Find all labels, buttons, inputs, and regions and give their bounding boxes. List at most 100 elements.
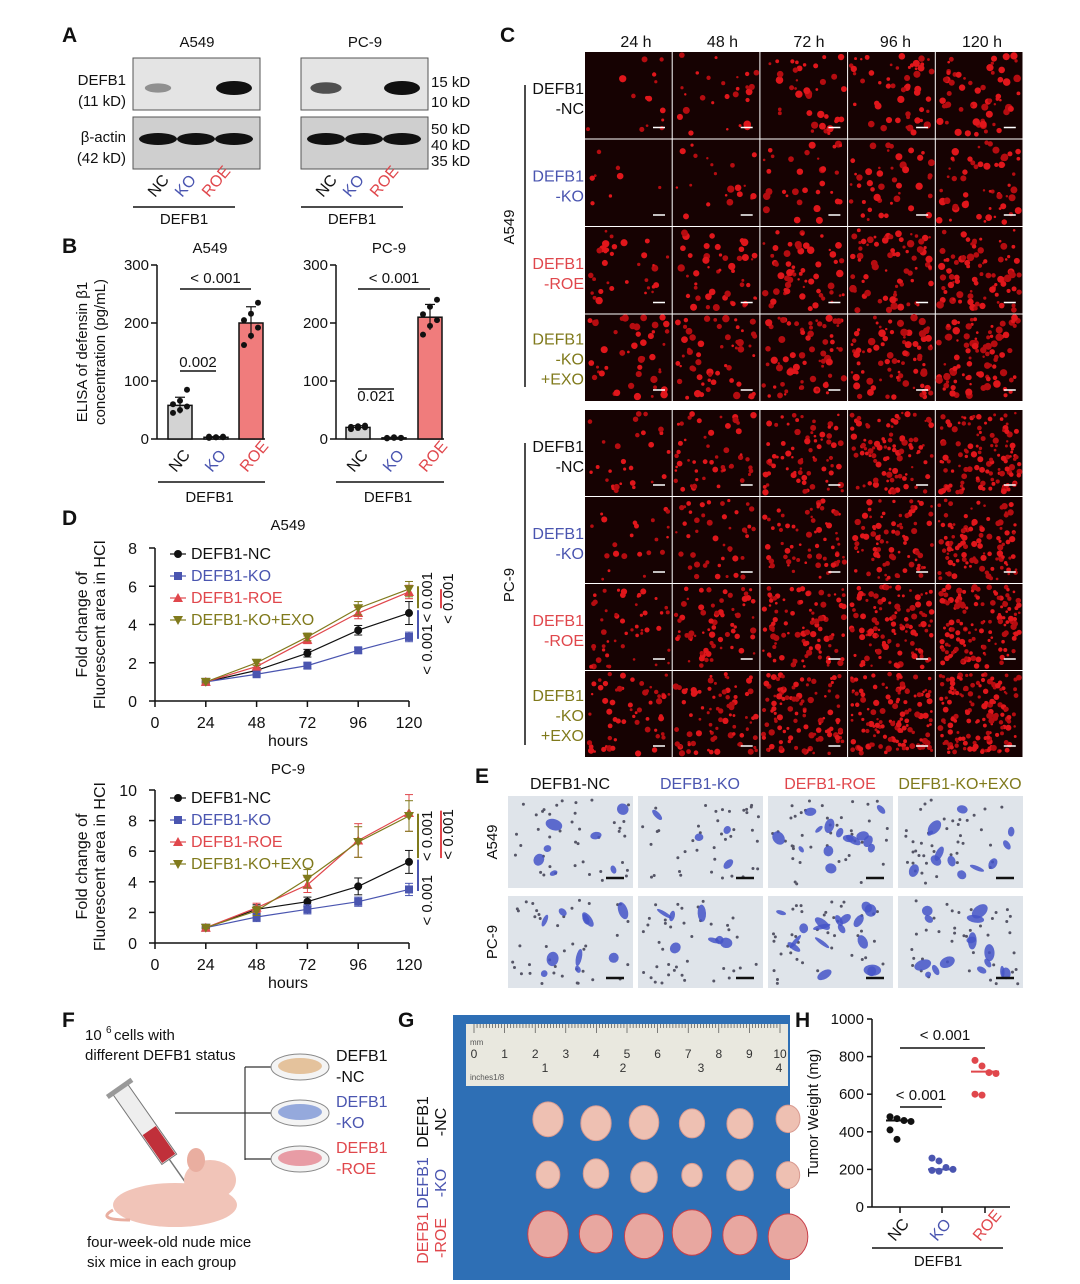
cell [888, 553, 895, 560]
marker-triangle-down [173, 616, 183, 625]
cell [794, 370, 799, 375]
cell [810, 424, 817, 431]
cell [877, 360, 884, 367]
cell [964, 627, 967, 631]
cell [858, 627, 865, 634]
cell [688, 130, 694, 136]
cell [803, 242, 810, 249]
cell [681, 354, 685, 358]
cell [676, 449, 681, 455]
cell [1003, 740, 1009, 745]
pore [622, 820, 626, 824]
cell [601, 746, 607, 752]
cell [735, 325, 740, 330]
cell [724, 631, 730, 637]
cell [693, 750, 699, 756]
data-point [893, 1135, 901, 1143]
cell [875, 542, 879, 546]
cell [946, 91, 952, 97]
pore [727, 976, 731, 980]
cell [989, 334, 994, 339]
pore [573, 864, 577, 868]
data-point [213, 434, 219, 441]
cell [951, 148, 960, 156]
cell [827, 689, 831, 693]
data-point [935, 1157, 943, 1165]
cell [981, 103, 989, 111]
pore [663, 921, 667, 925]
cell [715, 935, 724, 945]
cell [734, 184, 742, 192]
pore [850, 832, 854, 836]
cell [948, 689, 953, 694]
cell [891, 358, 898, 364]
cell [1000, 605, 1004, 609]
cell [895, 643, 900, 648]
cell [774, 601, 778, 605]
cell [872, 626, 878, 632]
pore [626, 803, 630, 807]
cell [904, 623, 910, 629]
cell [1005, 454, 1011, 460]
cell [914, 117, 921, 124]
cell [998, 539, 1002, 543]
cell [649, 685, 653, 689]
pore [612, 821, 616, 825]
pore [949, 853, 953, 857]
cell [973, 558, 979, 565]
cell [943, 468, 948, 473]
cell [854, 691, 859, 696]
cell [822, 339, 829, 345]
cell [1007, 596, 1012, 601]
cell [607, 735, 613, 741]
cell [876, 566, 883, 573]
cell [965, 710, 971, 716]
cell [669, 910, 676, 922]
cell [964, 259, 971, 266]
cell [744, 71, 750, 77]
cell [707, 378, 711, 382]
cell [836, 324, 840, 328]
cell [993, 590, 997, 594]
cell [937, 519, 941, 523]
cell [948, 79, 955, 86]
legend-label: DEFB1-ROE [191, 590, 283, 607]
cell [926, 724, 930, 728]
pore [789, 816, 793, 820]
cell [878, 212, 885, 219]
cell [919, 107, 925, 113]
cell [860, 696, 867, 703]
cell [640, 356, 646, 361]
cell [648, 700, 653, 705]
cell [726, 127, 729, 131]
data-point [184, 403, 190, 410]
cell [716, 484, 721, 489]
pore [912, 956, 916, 960]
cell [920, 620, 927, 628]
cell [854, 702, 860, 708]
cell [694, 282, 698, 286]
cell [856, 252, 864, 260]
cell [952, 563, 956, 567]
cell [873, 699, 880, 706]
data-point [978, 1091, 986, 1099]
cell [957, 421, 961, 425]
y-tick-label: 100 [124, 373, 149, 390]
cell [1006, 567, 1011, 573]
cell [984, 700, 989, 705]
pore [822, 913, 826, 917]
bar-ROE [417, 316, 443, 440]
cell [1007, 151, 1013, 157]
ruler-number: 4 [593, 1047, 600, 1061]
ruler-number: 3 [562, 1047, 569, 1061]
cell [652, 264, 655, 267]
cell [957, 736, 963, 741]
pore [791, 847, 795, 851]
cell [883, 235, 887, 239]
cell [978, 430, 982, 434]
cell [734, 685, 737, 688]
cell [969, 382, 972, 386]
cell [868, 439, 873, 445]
p-value: < 0.001 [190, 270, 240, 287]
cell [1002, 78, 1011, 86]
